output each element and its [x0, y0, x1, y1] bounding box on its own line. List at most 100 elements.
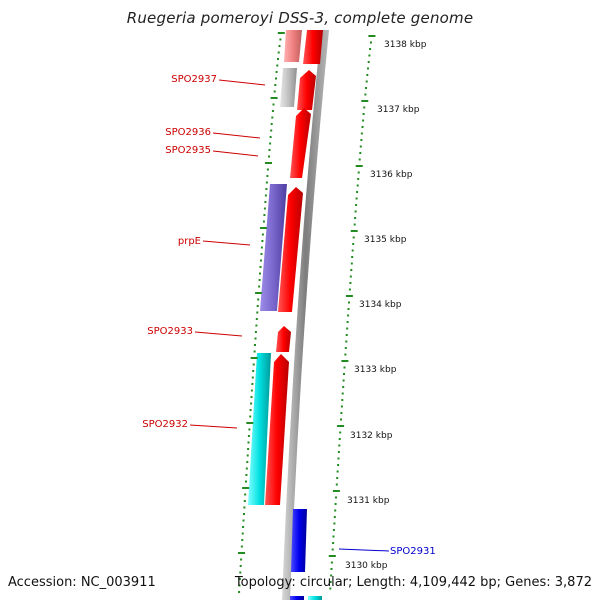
- scale-tick: [243, 506, 246, 509]
- scale-tick: [368, 54, 371, 57]
- scale-tick: [337, 425, 345, 427]
- scale-tick: [247, 435, 250, 437]
- scale-tick: [338, 438, 341, 440]
- gene-spo2937-reverse: [280, 68, 297, 107]
- scale-tick: [350, 262, 353, 265]
- scale-tick: [359, 152, 362, 154]
- gene-spo2931-forward: [291, 509, 307, 572]
- scale-tick: [358, 158, 361, 161]
- scale-tick: [341, 392, 344, 395]
- scale-tick: [268, 149, 271, 151]
- scale-tick: [339, 431, 342, 434]
- scale-tick: [345, 334, 348, 336]
- scale-tick: [251, 383, 254, 385]
- scale-tick: [329, 587, 332, 590]
- scale-tick: [348, 288, 351, 291]
- scale-tick: [279, 38, 282, 41]
- scale-tick: [367, 67, 369, 70]
- scale-tick: [355, 204, 358, 206]
- scale-tick: [255, 292, 263, 294]
- scale-tick: [362, 113, 365, 115]
- scale-tick: [245, 480, 247, 483]
- gene-prpe-forward: [278, 187, 303, 312]
- label-connector: [212, 132, 261, 139]
- label-connector: [194, 331, 243, 337]
- scale-tick: [260, 253, 263, 255]
- scale-tick: [343, 366, 346, 369]
- scale-tick: [239, 565, 242, 567]
- scale-tick: [261, 233, 264, 236]
- scale-tick: [338, 444, 341, 447]
- scale-tick: [265, 188, 268, 190]
- scale-tick: [252, 370, 255, 372]
- scale-tick: [342, 386, 345, 388]
- scale-tick: [269, 136, 272, 138]
- scale-tick: [275, 77, 277, 80]
- scale-tick: [272, 103, 275, 106]
- gene-label-spo2935: SPO2935: [165, 145, 211, 156]
- scale-tick: [273, 90, 276, 93]
- scale-tick: [271, 110, 274, 112]
- scale-tick: [337, 457, 340, 460]
- scale-tick: [337, 464, 340, 466]
- scale-tick: [332, 542, 335, 544]
- scale-tick: [336, 477, 339, 479]
- scale-tick: [276, 64, 279, 67]
- scale-tick: [246, 454, 249, 457]
- scale-tick: [341, 360, 349, 362]
- scale-tick: [241, 532, 244, 535]
- scale-tick: [263, 207, 266, 210]
- scale-ring-inner: [238, 32, 285, 593]
- scale-tick: [364, 93, 367, 96]
- scale-tick: [247, 448, 250, 450]
- scale-tick: [242, 519, 245, 522]
- label-connector: [189, 424, 238, 429]
- scale-tick: [359, 145, 362, 148]
- scale-tick: [332, 529, 335, 531]
- scale-tick: [350, 230, 358, 232]
- scale-tick: [265, 162, 272, 164]
- label-connector: [202, 240, 251, 246]
- scale-tick: [268, 155, 270, 158]
- scale-tick: [242, 526, 245, 528]
- scale-tick: [357, 171, 360, 174]
- gene-spo2932-reverse: [248, 353, 271, 505]
- scale-label: 3130 kbp: [345, 561, 388, 571]
- scale-tick: [335, 496, 337, 499]
- scale-tick: [352, 236, 355, 239]
- scale-tick: [258, 279, 261, 281]
- scale-tick: [329, 581, 332, 583]
- scale-tick: [256, 305, 259, 307]
- scale-tick: [243, 500, 246, 502]
- scale-tick: [271, 116, 274, 119]
- scale-tick: [353, 223, 356, 226]
- scale-label: 3134 kbp: [359, 300, 402, 310]
- scale-tick: [252, 363, 255, 366]
- label-connector: [338, 548, 390, 552]
- gene-forward-top: [303, 30, 323, 64]
- scale-tick: [333, 516, 336, 518]
- scale-tick: [250, 402, 253, 405]
- scale-tick: [348, 301, 350, 304]
- scale-tick: [331, 548, 334, 551]
- scale-tick: [332, 490, 340, 492]
- scale-tick: [247, 441, 250, 444]
- scale-tick: [367, 61, 370, 63]
- scale-tick: [365, 80, 368, 83]
- scale-tick: [349, 275, 352, 278]
- scale-tick: [250, 396, 253, 398]
- scale-tick: [240, 545, 243, 548]
- scale-tick: [334, 503, 337, 505]
- map-title: Ruegeria pomeroyi DSS-3, complete genome: [126, 9, 474, 27]
- scale-tick: [336, 470, 339, 473]
- scale-tick: [270, 123, 273, 125]
- scale-tick: [366, 74, 369, 76]
- scale-tick: [260, 246, 263, 249]
- scale-label: 3135 kbp: [364, 235, 407, 245]
- scale-tick: [344, 347, 347, 349]
- scale-tick: [332, 535, 335, 538]
- scale-label: 3136 kbp: [370, 170, 413, 180]
- gene-label-spo2936: SPO2936: [165, 127, 211, 138]
- scale-tick: [255, 324, 258, 327]
- scale-tick: [270, 97, 278, 99]
